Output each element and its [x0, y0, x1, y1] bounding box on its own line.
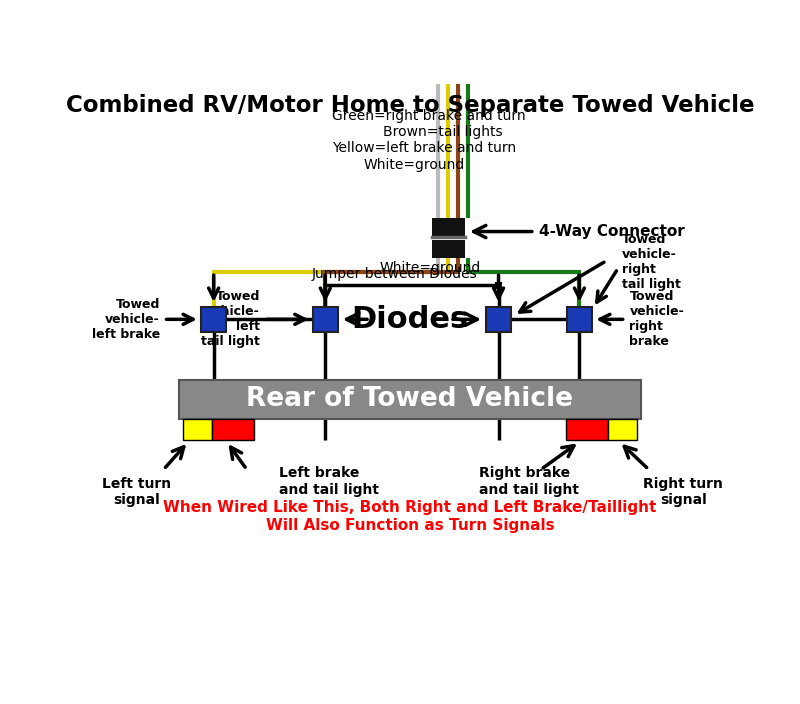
Text: Towed
vehicle-
left brake: Towed vehicle- left brake [91, 298, 160, 341]
Bar [431, 218, 466, 236]
Bar [179, 380, 641, 419]
Bar [183, 419, 212, 440]
Text: Right turn
signal: Right turn signal [643, 477, 723, 508]
Text: Left turn
signal: Left turn signal [102, 477, 171, 508]
Text: Towed
vehicle-
left
tail light: Towed vehicle- left tail light [201, 290, 260, 348]
Text: Green=right brake and turn: Green=right brake and turn [333, 109, 526, 123]
Text: Right brake
and tail light: Right brake and tail light [479, 467, 579, 496]
Bar [567, 307, 592, 332]
Text: Left brake
and tail light: Left brake and tail light [279, 467, 379, 496]
Text: 4-Way Connector: 4-Way Connector [538, 224, 684, 239]
Text: Brown=tail lights: Brown=tail lights [382, 125, 502, 139]
Text: Towed
vehicle-
right
tail light: Towed vehicle- right tail light [622, 233, 681, 291]
Text: Combined RV/Motor Home to Separate Towed Vehicle: Combined RV/Motor Home to Separate Towed… [66, 94, 754, 117]
Bar [566, 419, 608, 440]
Text: Diodes: Diodes [351, 305, 469, 334]
Bar [494, 282, 502, 289]
Bar [313, 307, 338, 332]
Bar [608, 419, 637, 440]
Text: White=ground: White=ground [364, 158, 466, 172]
Bar [212, 419, 254, 440]
Bar [202, 307, 226, 332]
Text: Towed
vehicle-
right
brake: Towed vehicle- right brake [630, 290, 684, 348]
Text: When Wired Like This, Both Right and Left Brake/Taillight
Will Also Function as : When Wired Like This, Both Right and Lef… [163, 501, 657, 533]
Text: Rear of Towed Vehicle: Rear of Towed Vehicle [246, 386, 574, 413]
Bar [431, 240, 466, 258]
Bar [486, 307, 511, 332]
Text: Yellow=left brake and turn: Yellow=left brake and turn [333, 142, 517, 156]
Text: Jumper between Diodes: Jumper between Diodes [312, 267, 478, 281]
Text: White=ground: White=ground [379, 260, 481, 275]
